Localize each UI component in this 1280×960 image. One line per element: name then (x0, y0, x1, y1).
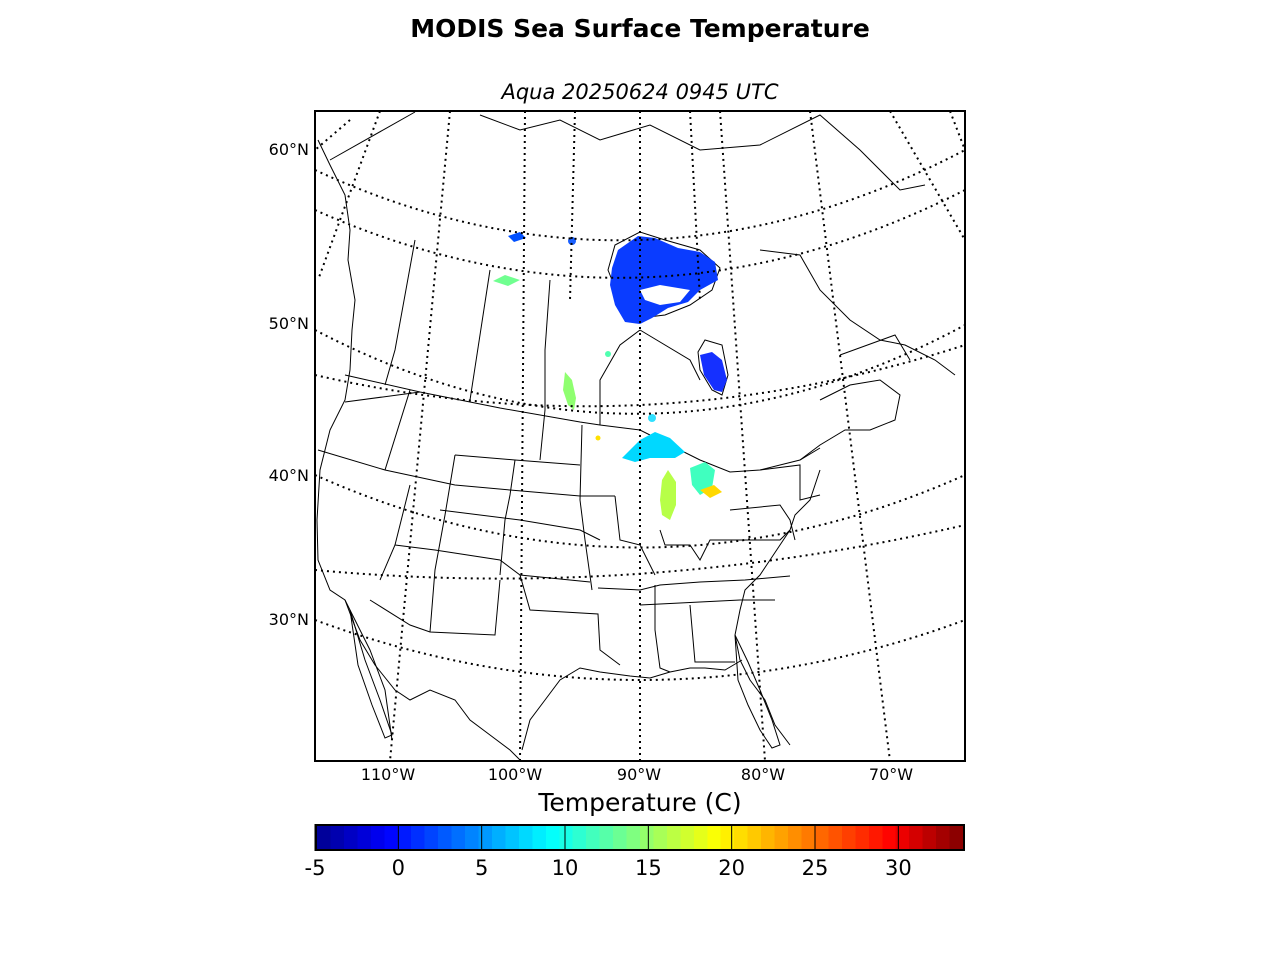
chart-title: MODIS Sea Surface Temperature (410, 14, 870, 43)
meridian-120 (315, 119, 351, 151)
arctic-coast (479, 114, 926, 191)
lon-label-80: 80°W (740, 765, 786, 784)
map-frame (314, 110, 966, 762)
sst-james-bay (700, 352, 727, 392)
sst-lake-erie (700, 485, 722, 498)
mexico-coast (344, 599, 521, 761)
meridian-50 (949, 111, 965, 151)
florida (734, 634, 781, 749)
sst-lake-michigan (660, 470, 676, 520)
lat-label-60: 60°N (268, 140, 309, 159)
lat-label-30: 30°N (268, 610, 309, 629)
sst-small-lake-6 (648, 414, 656, 422)
sst-hudson-bay (610, 236, 718, 324)
lon-label-70: 70°W (868, 765, 914, 784)
lat-label-50: 50°N (268, 314, 309, 333)
colorbar-tick-label: 15 (634, 856, 662, 880)
lat-label-40: 40°N (268, 466, 309, 485)
meridian-70 (809, 111, 891, 761)
pacific-coast (316, 139, 393, 741)
colorbar-tick-label: 0 (391, 856, 406, 880)
lon-label-100: 100°W (487, 765, 543, 784)
lon-label-90: 90°W (616, 765, 662, 784)
map-content (316, 111, 956, 761)
sst-small-lake-4 (605, 351, 611, 357)
meridian-105 (317, 111, 381, 281)
sst-hudson-bay-gap (640, 285, 690, 305)
meridian-80 (719, 111, 766, 761)
meridian-110 (389, 111, 451, 761)
coastlines (316, 114, 956, 761)
sst-lake-winnipeg (563, 372, 576, 410)
james-bay-coast (697, 339, 729, 396)
sst-small-lake-2 (493, 275, 520, 286)
sst-small-lake-1 (508, 232, 526, 242)
graticule (315, 111, 965, 761)
colorbar-tick-label: 5 (474, 856, 489, 880)
colorbar-tick-label: -5 (304, 856, 326, 880)
meridian-85 (689, 111, 701, 301)
colorbar-title: Temperature (C) (538, 788, 742, 817)
parallel-50 (315, 324, 965, 415)
sst-lake-huron (690, 462, 715, 495)
meridian-100 (519, 111, 526, 761)
gulf-st-lawrence (799, 379, 901, 461)
colorbar-tick-label: 10 (551, 856, 579, 880)
political-boundaries (317, 111, 911, 673)
meridian-95 (569, 111, 576, 301)
colorbar (315, 824, 965, 851)
meridian-60 (889, 111, 965, 241)
sst-lake-superior (622, 432, 685, 462)
colorbar-tick-label: 25 (801, 856, 829, 880)
sst-overlay (493, 232, 727, 520)
gulf-coast (521, 659, 743, 751)
baja (349, 609, 393, 739)
labrador-coast (759, 249, 956, 376)
lon-label-110: 110°W (360, 765, 416, 784)
sst-small-lake-5 (595, 435, 601, 441)
parallel-30 (315, 619, 965, 681)
colorbar-tick-label: 20 (718, 856, 746, 880)
colorbar-tick-label: 30 (884, 856, 912, 880)
chart-subtitle: Aqua 20250624 0945 UTC (501, 80, 779, 104)
